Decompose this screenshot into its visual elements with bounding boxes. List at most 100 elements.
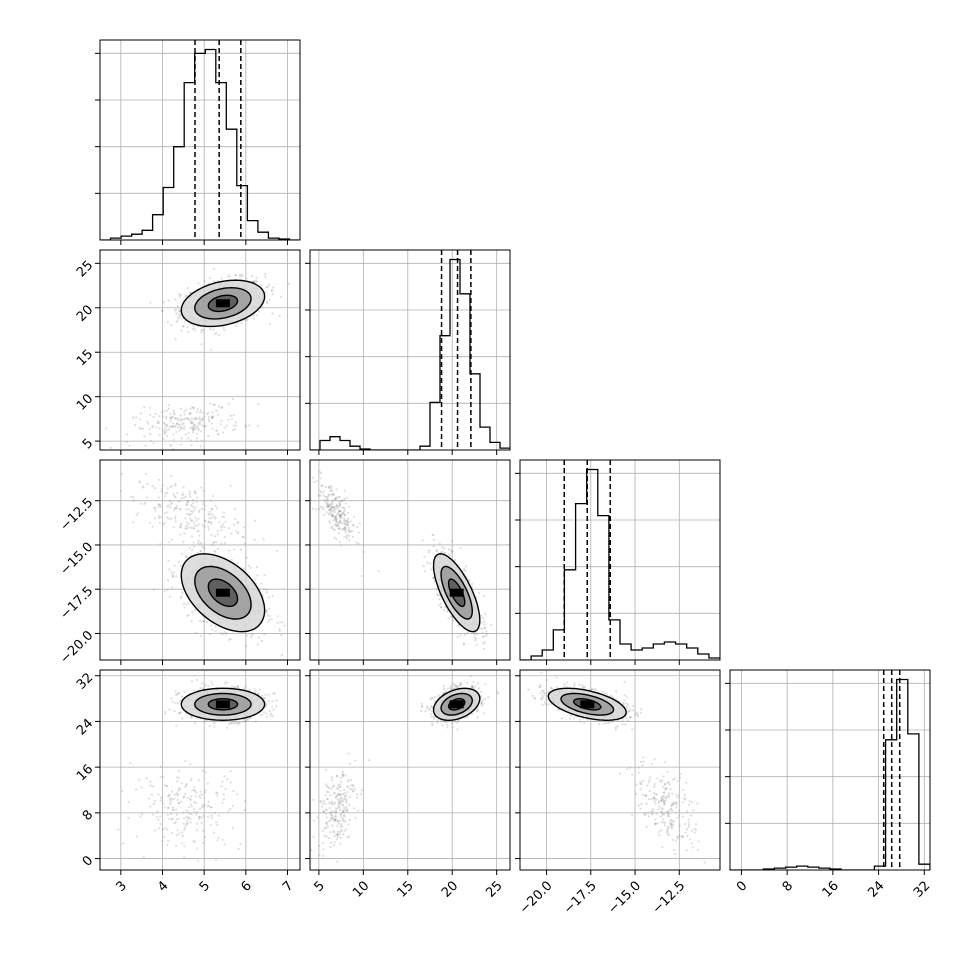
y-tick-label: −20.0	[58, 628, 97, 667]
sample-point	[238, 722, 241, 725]
sample-point	[338, 527, 341, 531]
sample-point	[196, 847, 199, 850]
sample-point	[345, 524, 348, 527]
sample-point	[165, 785, 168, 788]
sample-point	[204, 520, 207, 523]
sample-point	[245, 556, 248, 559]
sample-point	[214, 720, 217, 723]
sample-point	[184, 417, 187, 420]
sample-point	[169, 412, 172, 416]
sample-point	[431, 534, 434, 537]
sample-point	[179, 507, 182, 511]
sample-point	[210, 522, 213, 525]
sample-point	[332, 514, 335, 517]
sample-point	[151, 813, 154, 816]
panel-frame	[99, 39, 301, 241]
sample-point	[141, 427, 145, 430]
sample-point	[166, 814, 169, 817]
sample-point	[234, 686, 237, 689]
sample-point	[327, 494, 330, 497]
sample-point	[337, 527, 340, 530]
sample-point	[201, 417, 204, 420]
sample-point	[174, 417, 177, 420]
sample-point	[168, 708, 171, 711]
sample-point	[154, 509, 157, 512]
sample-point	[257, 424, 260, 427]
density-contours	[432, 553, 481, 633]
sample-point	[177, 832, 180, 835]
sample-point	[196, 432, 199, 435]
sample-point	[213, 540, 216, 544]
sample-point	[180, 842, 183, 845]
sample-point	[221, 431, 224, 434]
sample-point	[199, 808, 202, 811]
sample-point	[432, 533, 435, 536]
sample-point	[338, 504, 341, 508]
sample-point	[210, 422, 213, 425]
sample-point	[423, 555, 426, 559]
sample-point	[190, 535, 194, 538]
sample-point	[186, 521, 189, 524]
sample-point	[132, 496, 135, 499]
sample-point	[349, 530, 352, 534]
sample-point	[324, 501, 327, 504]
sample-point	[233, 508, 236, 511]
sample-point	[199, 634, 203, 637]
contour-line	[194, 565, 252, 620]
sample-point	[179, 699, 182, 703]
sample-point	[334, 517, 337, 520]
sample-point	[214, 504, 217, 507]
sample-point	[192, 521, 196, 524]
sample-point	[181, 834, 184, 837]
sample-point	[208, 520, 211, 524]
sample-point	[196, 822, 199, 826]
sample-point	[225, 632, 229, 635]
sample-point	[234, 324, 237, 327]
sample-point	[210, 680, 213, 684]
sample-point	[263, 587, 266, 591]
sample-point	[334, 515, 337, 518]
sample-point	[172, 409, 175, 412]
sample-point	[192, 498, 195, 502]
sample-point	[182, 496, 185, 499]
sample-point	[264, 702, 268, 706]
sample-point	[194, 506, 197, 509]
contour-line	[180, 553, 266, 633]
sample-point	[142, 485, 145, 488]
sample-point	[340, 500, 343, 503]
sample-point	[210, 624, 213, 627]
sample-point	[272, 692, 275, 695]
sample-point	[327, 486, 331, 489]
sample-point	[178, 787, 181, 790]
sample-point	[144, 444, 147, 447]
sample-point	[175, 575, 178, 578]
sample-point	[158, 504, 161, 507]
sample-point	[179, 526, 182, 529]
sample-point	[170, 517, 173, 521]
sample-point	[459, 546, 462, 550]
sample-point	[339, 510, 342, 513]
sample-point	[167, 504, 170, 507]
sample-point	[165, 428, 168, 432]
sample-point	[266, 614, 269, 617]
sample-point	[217, 836, 220, 840]
sample-point	[220, 277, 223, 280]
sample-point	[195, 437, 198, 440]
sample-point	[229, 781, 232, 784]
sample-point	[224, 788, 227, 791]
sample-point	[164, 710, 167, 713]
sample-point	[183, 856, 186, 859]
sample-point	[193, 425, 196, 428]
sample-point	[328, 520, 331, 523]
sample-point	[211, 544, 214, 547]
sample-point	[346, 511, 350, 514]
sample-point	[200, 419, 203, 422]
sample-point	[343, 526, 346, 529]
sample-point	[431, 697, 434, 700]
sample-point	[179, 294, 182, 297]
sample-point	[159, 516, 162, 519]
sample-point	[171, 573, 174, 576]
sample-point	[190, 444, 193, 447]
sample-point	[251, 275, 254, 278]
sample-point	[145, 777, 148, 780]
